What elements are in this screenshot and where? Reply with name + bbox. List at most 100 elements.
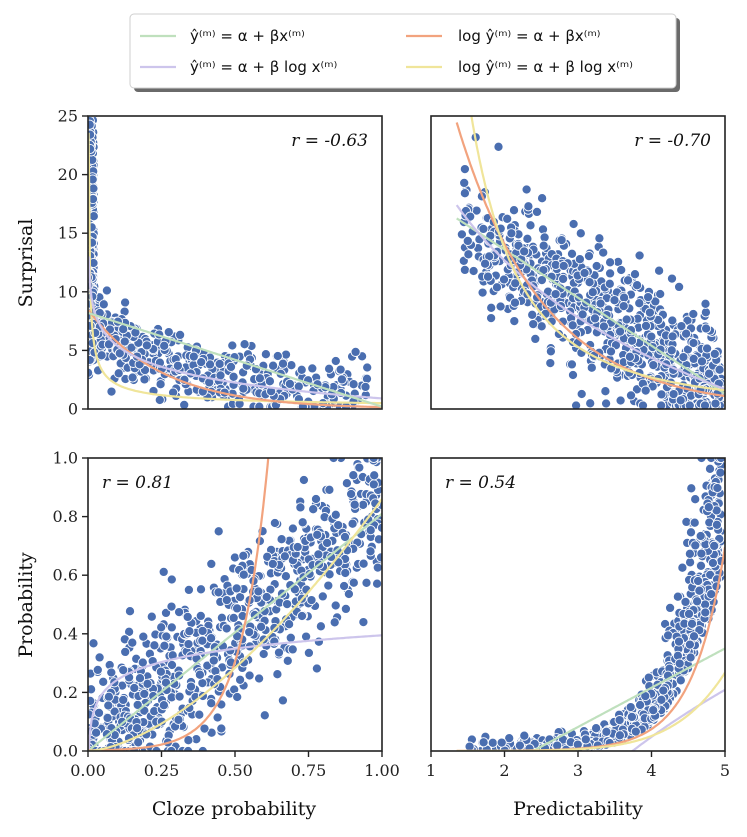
data-point xyxy=(580,734,591,745)
data-point xyxy=(188,351,199,362)
data-point xyxy=(686,618,698,629)
data-point xyxy=(235,674,246,685)
data-point xyxy=(673,636,685,647)
data-point xyxy=(261,591,272,603)
data-point xyxy=(654,265,665,276)
panel-bl: 0.0 0.2 0.4 0.6 0.8 1.0 0.00 0.25 0.50 0.75 1.00 r … xyxy=(53,449,400,781)
data-point xyxy=(586,362,597,373)
data-point xyxy=(297,517,308,528)
data-point xyxy=(129,682,140,694)
data-point xyxy=(142,678,153,689)
data-point xyxy=(118,694,129,705)
data-point xyxy=(330,355,341,367)
data-point xyxy=(704,463,716,474)
data-point xyxy=(667,331,678,342)
fit-line-lin xyxy=(88,312,382,408)
data-point xyxy=(550,289,561,300)
data-point xyxy=(88,695,96,706)
data-point xyxy=(287,523,298,534)
panel-frame xyxy=(87,115,383,410)
correlation-label: r = -0.70 xyxy=(634,131,711,151)
data-point xyxy=(616,264,627,276)
data-point xyxy=(640,320,652,331)
data-point xyxy=(601,726,612,737)
data-point xyxy=(159,640,170,651)
data-point xyxy=(509,316,520,327)
y-axis-label-probability: Probability xyxy=(15,552,37,658)
x-tick-label: 2 xyxy=(499,761,509,780)
data-point xyxy=(690,494,701,505)
data-point xyxy=(695,530,706,542)
data-point xyxy=(232,691,243,703)
data-point xyxy=(303,647,314,658)
data-point xyxy=(277,358,289,369)
data-point xyxy=(166,745,177,751)
data-point xyxy=(159,340,170,351)
data-point xyxy=(681,516,692,527)
legend: ŷ⁽ᵐ⁾ = α + βx⁽ᵐ⁾ ŷ⁽ᵐ⁾ = α + β log x⁽ᵐ⁾ l… xyxy=(129,13,680,92)
data-point xyxy=(692,596,703,607)
data-point xyxy=(693,575,704,587)
data-point xyxy=(709,540,720,551)
data-point xyxy=(630,726,641,737)
legend-entry-loglin: ŷ⁽ᵐ⁾ = α + β log x⁽ᵐ⁾ xyxy=(190,58,337,76)
data-point xyxy=(296,364,307,375)
data-point xyxy=(101,285,112,296)
data-point xyxy=(595,298,606,309)
data-point xyxy=(369,470,380,481)
data-point xyxy=(519,246,530,257)
data-point xyxy=(88,129,96,140)
x-axis-label-predictability: Predictability xyxy=(513,798,643,820)
data-point xyxy=(272,669,283,680)
data-point xyxy=(658,685,669,696)
data-point xyxy=(163,327,174,338)
data-point xyxy=(527,309,538,320)
data-point xyxy=(98,299,109,310)
data-point xyxy=(666,273,678,284)
data-point xyxy=(268,360,279,371)
data-point xyxy=(643,672,654,683)
data-point xyxy=(333,520,344,531)
data-point xyxy=(711,519,722,530)
data-point xyxy=(462,235,473,246)
data-point xyxy=(88,143,96,155)
data-point xyxy=(228,371,239,382)
y-tick-label: 0.2 xyxy=(53,683,78,702)
data-point xyxy=(619,292,630,303)
y-axis-label-surprisal: Surprisal xyxy=(15,219,37,308)
data-point xyxy=(689,517,700,528)
panel-br: 1 2 3 4 5 r = 0.54 xyxy=(426,457,730,780)
data-point xyxy=(626,711,637,722)
data-point xyxy=(329,617,340,628)
data-point xyxy=(558,260,569,271)
correlation-label: r = 0.81 xyxy=(102,473,173,493)
fit-line-loglin xyxy=(630,688,725,751)
data-point xyxy=(286,360,297,371)
data-point xyxy=(155,666,166,677)
data-point xyxy=(509,297,521,308)
x-axis-label-cloze: Cloze probability xyxy=(152,798,317,820)
data-point xyxy=(456,229,467,240)
y-tick-label: 10 xyxy=(58,282,78,301)
data-point xyxy=(196,357,207,368)
data-point xyxy=(604,278,615,289)
data-point xyxy=(605,257,616,268)
fit-line-loglin xyxy=(455,204,725,391)
data-point xyxy=(84,101,93,110)
fit-line-lin xyxy=(88,512,382,751)
data-point xyxy=(508,205,520,216)
data-point xyxy=(525,220,536,231)
data-point xyxy=(634,298,645,309)
data-point xyxy=(558,273,569,284)
data-point xyxy=(667,315,678,326)
data-point xyxy=(545,346,556,357)
scatter-br xyxy=(464,458,725,751)
data-point xyxy=(600,386,611,397)
data-point xyxy=(103,339,114,350)
data-point xyxy=(89,102,98,111)
data-point xyxy=(126,342,137,353)
data-point xyxy=(656,400,667,409)
data-point xyxy=(213,526,224,537)
data-point xyxy=(362,362,373,373)
